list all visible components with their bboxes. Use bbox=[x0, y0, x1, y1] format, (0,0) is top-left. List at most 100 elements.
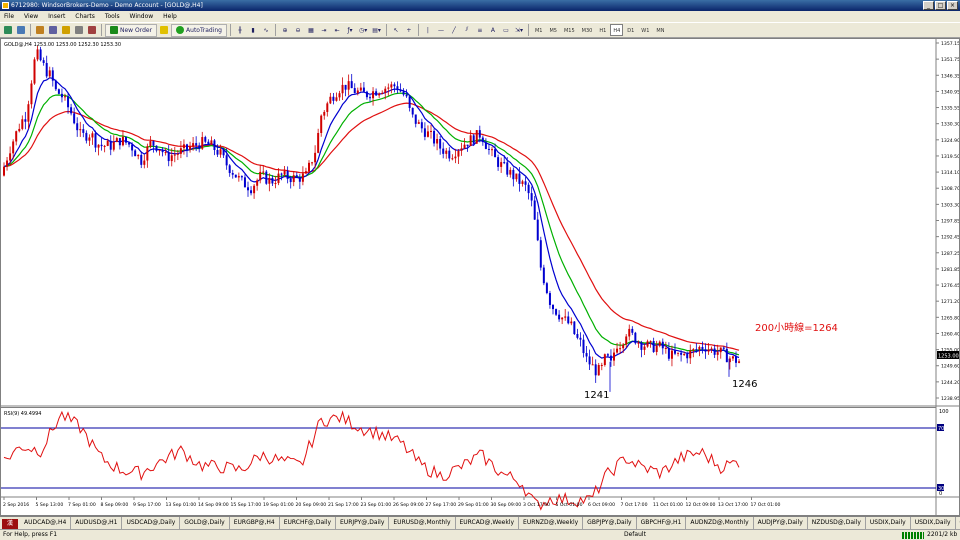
candle-body bbox=[73, 113, 76, 124]
candle-body bbox=[155, 145, 158, 151]
new-order-button[interactable]: New Order bbox=[105, 23, 158, 37]
price-tick-label: 1357.15 bbox=[941, 41, 959, 47]
vertical-line-icon[interactable]: | bbox=[426, 26, 429, 34]
profiles-icon[interactable] bbox=[15, 24, 27, 37]
tf-m1[interactable]: M1 bbox=[534, 28, 543, 34]
candle-body bbox=[564, 316, 567, 318]
price-tick-label: 1297.85 bbox=[941, 219, 959, 225]
chart-tab[interactable]: EURJPY@,Daily bbox=[336, 517, 390, 529]
fibonacci-icon[interactable]: ≡ bbox=[477, 26, 483, 34]
price-chart[interactable]: GOLD@,H4 1253.00 1253.00 1252.30 1253.30… bbox=[1, 39, 959, 515]
candle-body bbox=[9, 153, 12, 161]
candle-body bbox=[362, 87, 365, 92]
arrows-icon[interactable]: ⇲▾ bbox=[514, 26, 523, 34]
chart-tab[interactable]: NZDUSD@,Daily bbox=[808, 517, 866, 529]
maximize-button[interactable]: □ bbox=[935, 1, 946, 10]
cursor-icon[interactable]: ↖ bbox=[393, 26, 399, 34]
close-button[interactable]: × bbox=[947, 1, 958, 10]
tester-icon[interactable] bbox=[86, 24, 98, 37]
indicators-icon[interactable]: ƒ▾ bbox=[347, 26, 353, 34]
minimize-button[interactable]: _ bbox=[923, 1, 934, 10]
horizontal-line-icon[interactable]: — bbox=[437, 26, 444, 34]
market-watch-icon[interactable] bbox=[34, 24, 46, 37]
candle-body bbox=[60, 93, 63, 98]
menu-bar: File View Insert Charts Tools Window Hel… bbox=[0, 11, 960, 22]
tf-h1[interactable]: H1 bbox=[599, 28, 607, 34]
chart-tab[interactable]: GBPJPY@,Daily bbox=[583, 517, 637, 529]
candle-body bbox=[219, 149, 222, 155]
candle-body bbox=[256, 180, 259, 186]
chart-tab[interactable]: USDIX,Daily bbox=[911, 517, 956, 529]
tf-m5[interactable]: M5 bbox=[549, 28, 557, 34]
terminal-icon[interactable] bbox=[73, 24, 85, 37]
menu-view[interactable]: View bbox=[23, 13, 39, 20]
candle-body bbox=[36, 49, 39, 60]
chart-tab[interactable]: USDIX,Daily bbox=[866, 517, 911, 529]
ime-indicator[interactable]: 漢 bbox=[2, 519, 18, 529]
chart-tab[interactable]: EURCAD@,Weekly bbox=[456, 517, 520, 529]
menu-charts[interactable]: Charts bbox=[75, 13, 95, 20]
menu-insert[interactable]: Insert bbox=[48, 13, 66, 20]
candle-body bbox=[625, 336, 628, 345]
text-tool[interactable]: A bbox=[490, 26, 495, 34]
menu-help[interactable]: Help bbox=[163, 13, 177, 20]
tf-d1[interactable]: D1 bbox=[627, 28, 635, 34]
trendline-icon[interactable]: ╱ bbox=[452, 26, 456, 34]
app-icon bbox=[2, 2, 9, 9]
chart-tab[interactable]: GBPCHF@,H1 bbox=[637, 517, 687, 529]
candle-body bbox=[134, 150, 137, 157]
crosshair-icon[interactable]: + bbox=[406, 26, 412, 34]
tile-windows-icon[interactable]: ▦ bbox=[308, 26, 314, 34]
candle-body bbox=[680, 352, 683, 355]
chart-tab[interactable]: EURCHF@,Daily bbox=[280, 517, 337, 529]
tf-m30[interactable]: M30 bbox=[581, 28, 593, 34]
chart-tab[interactable]: AUDCAD@,H4 bbox=[20, 517, 72, 529]
tf-m15[interactable]: M15 bbox=[563, 28, 575, 34]
navigator-icon[interactable] bbox=[60, 24, 72, 37]
data-window-icon[interactable] bbox=[47, 24, 59, 37]
candle-body bbox=[64, 96, 66, 98]
chart-window[interactable]: GOLD@,H4 1253.00 1253.00 1252.30 1253.30… bbox=[0, 38, 960, 516]
candle-body bbox=[213, 140, 216, 151]
periods-icon[interactable]: ◷▾ bbox=[359, 26, 368, 34]
tf-mn[interactable]: MN bbox=[656, 28, 665, 34]
zoom-in-icon[interactable]: ⊕ bbox=[282, 26, 288, 34]
metaeditor-icon[interactable] bbox=[158, 24, 170, 37]
text-label-icon[interactable]: ▭ bbox=[503, 26, 509, 34]
templates-icon[interactable]: ▤▾ bbox=[372, 26, 381, 34]
price-tick-label: 1244.20 bbox=[941, 380, 959, 386]
chart-tab[interactable]: EURUSD@,Monthly bbox=[389, 517, 456, 529]
candle-body bbox=[304, 171, 307, 174]
price-tick-label: 1265.80 bbox=[941, 315, 959, 321]
zoom-out-icon[interactable]: ⊖ bbox=[295, 26, 301, 34]
chart-tab[interactable]: AUDNZD@,Monthly bbox=[686, 517, 754, 529]
chart-tab[interactable]: EURGBP@,H4 bbox=[230, 517, 280, 529]
menu-window[interactable]: Window bbox=[129, 13, 154, 20]
time-tick-label: 14 Sep 09:00 bbox=[198, 502, 229, 508]
chart-tab[interactable]: AUDUSD@,H1 bbox=[71, 517, 123, 529]
new-chart-icon[interactable] bbox=[2, 24, 14, 37]
autoscroll-icon[interactable]: ⇥ bbox=[321, 26, 327, 34]
candle-body bbox=[292, 175, 295, 183]
candle-body bbox=[152, 141, 155, 146]
menu-tools[interactable]: Tools bbox=[104, 13, 120, 20]
candle-body bbox=[326, 103, 329, 112]
chart-tab[interactable]: AUDJPY@,Daily bbox=[754, 517, 808, 529]
menu-file[interactable]: File bbox=[4, 13, 15, 20]
chart-tab[interactable]: USDCAD@,Daily bbox=[122, 517, 181, 529]
chart-shift-icon[interactable]: ⇤ bbox=[334, 26, 340, 34]
candle-body bbox=[655, 345, 658, 352]
chart-tab[interactable]: GBPUSD@,H4 bbox=[956, 517, 960, 529]
tf-h4[interactable]: H4 bbox=[610, 24, 624, 36]
chart-tab[interactable]: GOLD@,Daily bbox=[180, 517, 230, 529]
equidistant-channel-icon[interactable]: ⫽ bbox=[465, 26, 469, 33]
line-chart-icon[interactable]: ∿ bbox=[263, 26, 269, 34]
candle-body bbox=[6, 160, 9, 167]
bar-chart-icon[interactable]: ╫ bbox=[238, 26, 242, 34]
autotrading-button[interactable]: AutoTrading bbox=[171, 23, 227, 37]
candle-body bbox=[329, 96, 332, 104]
candlestick-icon[interactable]: ▮ bbox=[251, 26, 255, 34]
chart-tab[interactable]: EURNZD@,Weekly bbox=[519, 517, 584, 529]
candle-body bbox=[30, 83, 33, 105]
tf-w1[interactable]: W1 bbox=[641, 28, 650, 34]
